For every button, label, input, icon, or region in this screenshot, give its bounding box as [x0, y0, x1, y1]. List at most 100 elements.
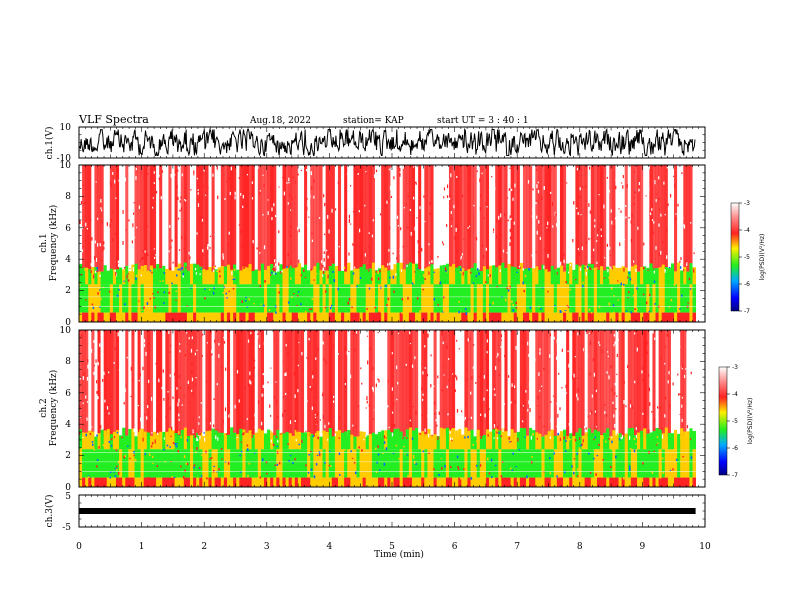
spectrogram-cell [233, 284, 237, 313]
spectrogram-cell [516, 269, 521, 285]
spectrogram-speckle [642, 293, 645, 296]
spectrogram-speckle [345, 224, 347, 226]
spectrogram-speckle [199, 435, 201, 440]
spectrogram-speckle [500, 334, 502, 338]
spectrogram-speckle [385, 285, 387, 288]
spectrogram-speckle [122, 241, 124, 245]
spectrogram-speckle [587, 452, 590, 455]
spectrogram-speckle [90, 270, 92, 274]
spectrogram-speckle [172, 196, 175, 200]
spectrogram-speckle [305, 430, 307, 432]
spectrogram-speckle [511, 300, 513, 304]
spectrogram-column [569, 330, 573, 437]
figure-title: VLF Spectra [78, 113, 149, 126]
spectrogram-cell [183, 262, 188, 285]
spectrogram-cell [643, 312, 647, 322]
spectrogram-speckle [438, 411, 440, 415]
spectrogram-cell [473, 312, 478, 322]
spectrogram-speckle [275, 381, 277, 383]
spectrogram-speckle [564, 310, 567, 312]
spectrogram-speckle [532, 188, 534, 191]
spectrogram-cell [621, 266, 626, 285]
spectrogram-cell [519, 312, 524, 322]
spectrogram-speckle [449, 194, 451, 198]
spectrogram-speckle [296, 305, 298, 307]
spectrogram-cell [146, 270, 151, 285]
spectrogram-cell [399, 477, 404, 487]
spectrogram-cell [427, 266, 431, 285]
spectrogram-speckle [412, 405, 415, 408]
spectrogram-speckle [668, 371, 670, 375]
spectrogram-cell [282, 268, 286, 285]
spectrogram-cell [297, 312, 302, 322]
spectrogram-speckle [383, 435, 386, 439]
spectrogram-cell [257, 284, 262, 313]
spectrogram-cell [353, 477, 357, 487]
spectrogram-cell [174, 284, 179, 313]
spectrogram-speckle [329, 307, 332, 310]
spectrogram-cell [239, 312, 243, 322]
spectrogram-speckle [639, 179, 641, 182]
spectrogram-speckle [564, 267, 566, 270]
spectrogram-cell [581, 284, 586, 313]
spectrogram-cell [683, 477, 687, 487]
spectrogram-cell [479, 270, 484, 285]
spectrogram-column [541, 165, 545, 272]
spectrogram-cell [230, 312, 234, 322]
spectrogram-cell [427, 312, 431, 322]
spectrogram-speckle [141, 256, 143, 261]
spectrogram-cell [661, 284, 666, 313]
spectrogram-cell [630, 477, 635, 487]
spectrogram-column [467, 330, 471, 437]
spectrogram-cell [109, 284, 114, 313]
spectrogram-cell [307, 270, 311, 285]
spectrogram-cell [350, 284, 354, 313]
ch2-cb-tick-4: -4 [732, 391, 738, 398]
spectrogram-cell [199, 449, 203, 478]
spectrogram-speckle [456, 376, 458, 381]
spectrogram-column [165, 330, 169, 437]
spectrogram-speckle [388, 200, 390, 203]
spectrogram-speckle [130, 366, 132, 371]
spectrogram-speckle [241, 300, 243, 303]
spectrogram-speckle [239, 206, 242, 209]
spectrogram-speckle [424, 428, 426, 432]
spectrogram-speckle [91, 237, 93, 241]
spectrogram-speckle [476, 170, 478, 173]
spectrogram-speckle [277, 439, 279, 443]
spectrogram-cell [587, 449, 592, 478]
spectrogram-speckle [507, 447, 509, 450]
spectrogram-speckle [611, 447, 613, 451]
spectrogram-cell [495, 477, 499, 487]
spectrogram-speckle [322, 414, 324, 419]
spectrogram-speckle [375, 185, 377, 188]
spectrogram-speckle [161, 170, 164, 173]
spectrogram-cell [390, 432, 394, 450]
spectrogram-speckle [104, 399, 106, 403]
spectrogram-speckle [683, 374, 686, 379]
spectrogram-cell [245, 449, 249, 478]
spectrogram-column [600, 330, 604, 437]
spectrogram-cell [467, 284, 471, 313]
spectrogram-speckle [180, 436, 182, 439]
spectrogram-speckle [95, 270, 97, 273]
spectrogram-speckle [216, 166, 218, 170]
spectrogram-speckle [650, 212, 652, 216]
spectrogram-cell [186, 270, 191, 285]
spectrogram-cell [680, 449, 684, 478]
spectrogram-speckle [133, 454, 135, 457]
spectrogram-speckle [134, 417, 136, 420]
spectrogram-cell [156, 477, 160, 487]
spectrogram-column [596, 165, 601, 272]
spectrogram-speckle [496, 356, 498, 358]
spectrogram-speckle [233, 268, 236, 271]
spectrogram-cell [143, 477, 148, 487]
spectrogram-speckle [465, 402, 467, 405]
spectrogram-speckle [81, 249, 83, 253]
spectrogram-speckle [623, 217, 625, 220]
spectrogram-cell [596, 284, 601, 313]
spectrogram-cell [618, 312, 623, 322]
spectrogram-speckle [448, 178, 450, 181]
spectrogram-cell [600, 266, 604, 285]
spectrogram-speckle [538, 446, 540, 450]
